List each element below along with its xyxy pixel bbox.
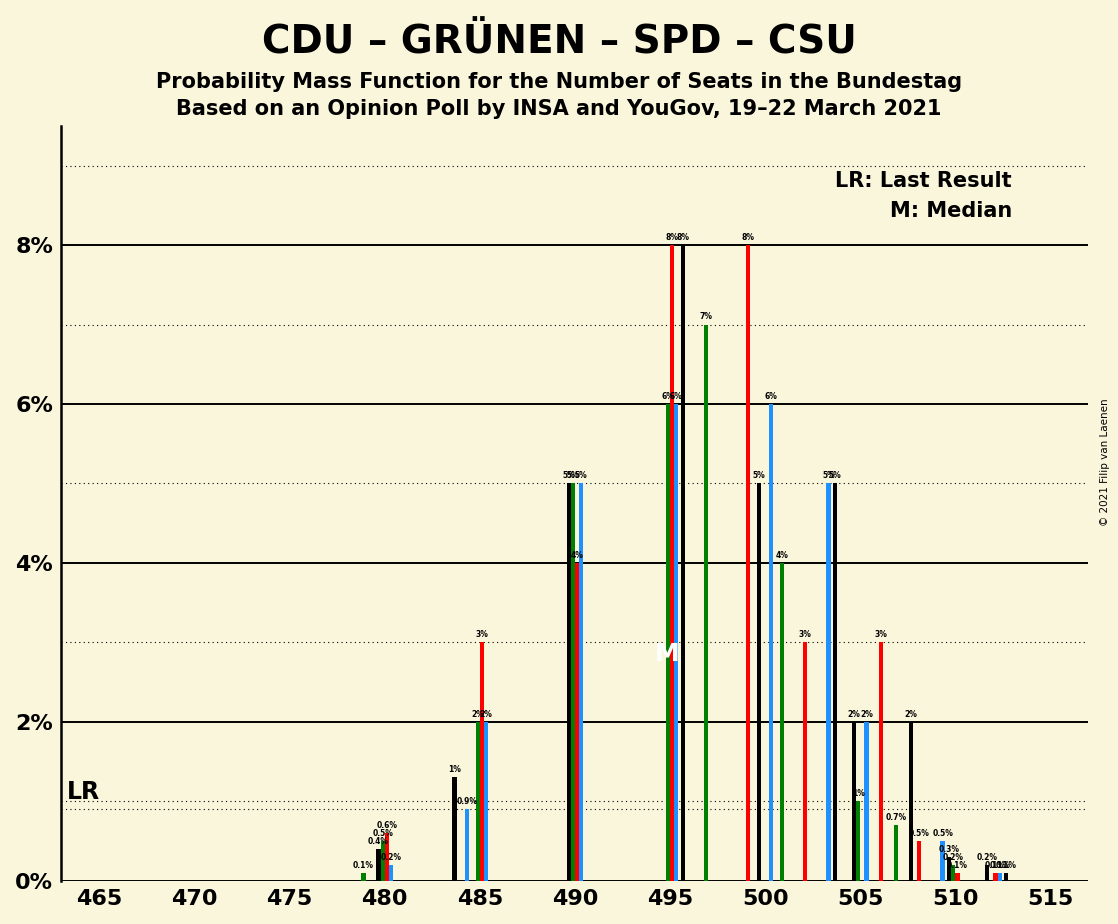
Text: 8%: 8% (676, 233, 690, 242)
Bar (570, 483, 575, 881)
Bar (833, 483, 837, 881)
Text: 3%: 3% (875, 630, 888, 639)
Text: 5%: 5% (562, 471, 575, 480)
Text: 0.1%: 0.1% (985, 860, 1006, 869)
Bar (484, 722, 489, 881)
Text: 1%: 1% (448, 765, 461, 774)
Bar (894, 825, 898, 881)
Text: 2%: 2% (480, 710, 493, 719)
Bar (852, 722, 856, 881)
Bar (994, 873, 997, 881)
Text: 0.5%: 0.5% (372, 829, 394, 838)
Text: 0.2%: 0.2% (942, 853, 964, 861)
Bar (769, 404, 774, 881)
Text: 0.1%: 0.1% (996, 860, 1016, 869)
Bar (575, 563, 579, 881)
Text: 0.9%: 0.9% (456, 797, 477, 806)
Text: 5%: 5% (828, 471, 841, 480)
Text: Probability Mass Function for the Number of Seats in the Bundestag: Probability Mass Function for the Number… (155, 72, 963, 92)
Bar (940, 841, 945, 881)
Bar (856, 801, 860, 881)
Text: 1%: 1% (852, 789, 864, 798)
Text: 8%: 8% (741, 233, 755, 242)
Bar (666, 404, 670, 881)
Bar (670, 245, 674, 881)
Bar (377, 849, 380, 881)
Text: 0.1%: 0.1% (947, 860, 968, 869)
Text: M: M (654, 642, 680, 666)
Bar (780, 563, 784, 881)
Bar (757, 483, 761, 881)
Text: 3%: 3% (475, 630, 489, 639)
Text: 5%: 5% (575, 471, 588, 480)
Bar (380, 841, 385, 881)
Text: 5%: 5% (752, 471, 765, 480)
Text: 0.6%: 0.6% (377, 821, 397, 830)
Text: 3%: 3% (798, 630, 812, 639)
Bar (389, 865, 394, 881)
Bar (1004, 873, 1008, 881)
Text: 0.1%: 0.1% (353, 860, 375, 869)
Text: 6%: 6% (662, 392, 674, 401)
Bar (453, 777, 456, 881)
Bar (951, 865, 955, 881)
Text: 2%: 2% (472, 710, 484, 719)
Text: 6%: 6% (765, 392, 778, 401)
Bar (909, 722, 913, 881)
Text: 0.2%: 0.2% (380, 853, 401, 861)
Text: 4%: 4% (776, 551, 788, 560)
Bar (879, 642, 883, 881)
Bar (704, 324, 708, 881)
Bar (361, 873, 366, 881)
Bar (475, 722, 480, 881)
Bar (917, 841, 921, 881)
Text: CDU – GRÜNEN – SPD – CSU: CDU – GRÜNEN – SPD – CSU (262, 23, 856, 61)
Text: Based on an Opinion Poll by INSA and YouGov, 19–22 March 2021: Based on an Opinion Poll by INSA and You… (177, 99, 941, 119)
Text: 4%: 4% (570, 551, 584, 560)
Text: 0.3%: 0.3% (938, 845, 959, 854)
Bar (385, 833, 389, 881)
Bar (465, 809, 470, 881)
Text: LR: Last Result: LR: Last Result (835, 171, 1012, 191)
Bar (681, 245, 685, 881)
Text: 0.5%: 0.5% (909, 829, 930, 838)
Text: 7%: 7% (700, 312, 712, 322)
Text: © 2021 Filip van Laenen: © 2021 Filip van Laenen (1100, 398, 1109, 526)
Bar (985, 865, 989, 881)
Bar (947, 857, 951, 881)
Text: 5%: 5% (567, 471, 579, 480)
Text: 2%: 2% (847, 710, 861, 719)
Bar (826, 483, 831, 881)
Bar (803, 642, 807, 881)
Text: 2%: 2% (904, 710, 918, 719)
Bar (955, 873, 959, 881)
Text: 0.5%: 0.5% (932, 829, 953, 838)
Text: LR: LR (67, 781, 101, 805)
Bar (674, 404, 679, 881)
Bar (746, 245, 750, 881)
Bar (579, 483, 584, 881)
Text: 8%: 8% (665, 233, 679, 242)
Text: 0.4%: 0.4% (368, 837, 389, 845)
Bar (864, 722, 869, 881)
Text: 0.1%: 0.1% (989, 860, 1011, 869)
Text: M: Median: M: Median (890, 201, 1012, 221)
Text: 0.7%: 0.7% (885, 813, 907, 821)
Bar (997, 873, 1002, 881)
Text: 2%: 2% (860, 710, 873, 719)
Bar (567, 483, 570, 881)
Text: 6%: 6% (670, 392, 683, 401)
Text: 0.2%: 0.2% (977, 853, 997, 861)
Text: 5%: 5% (822, 471, 835, 480)
Bar (480, 642, 484, 881)
